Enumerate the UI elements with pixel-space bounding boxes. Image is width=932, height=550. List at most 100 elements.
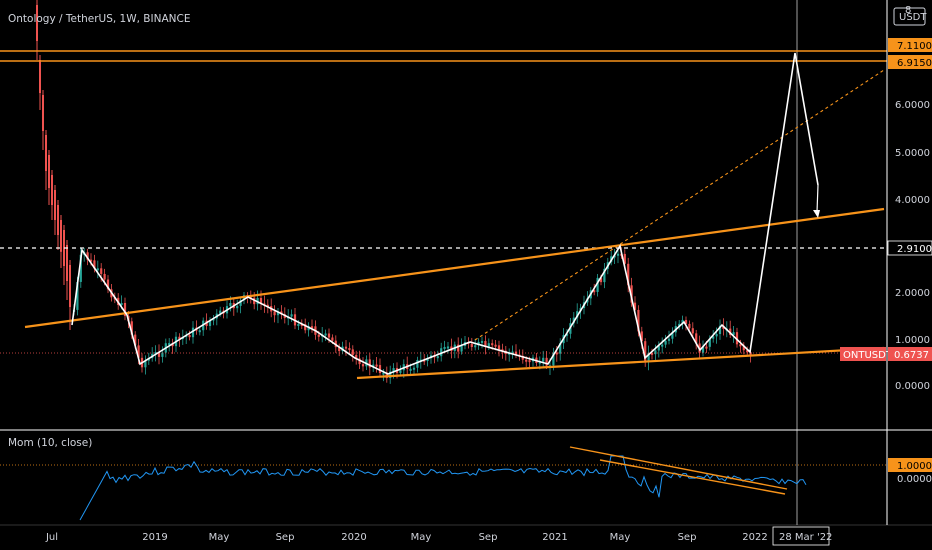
- candle-body: [565, 333, 569, 336]
- current-price-badge-bg: [888, 347, 932, 361]
- candle-body: [542, 357, 545, 362]
- upper-trendline: [24, 207, 885, 329]
- candle-body: [348, 348, 351, 351]
- candle-body: [123, 302, 127, 316]
- indicator-title: Mom (10, close): [8, 437, 92, 449]
- time-tick-label: Sep: [276, 532, 295, 543]
- candle-body: [57, 205, 59, 235]
- candle-body: [310, 326, 314, 329]
- candle-body: [460, 345, 463, 352]
- current-price-badge: 0.6737: [894, 350, 929, 361]
- candle-body: [440, 348, 443, 357]
- candle-body: [198, 330, 201, 333]
- candle-body: [178, 336, 181, 339]
- candle-body: [477, 341, 480, 346]
- candle-body: [749, 352, 752, 356]
- candle-body: [657, 345, 660, 351]
- candle-body: [480, 340, 484, 343]
- candle-body: [79, 254, 82, 282]
- candle-body: [208, 320, 212, 326]
- time-axis: Jul 2019 May Sep 2020 May Sep 2021 May Sep 2022: [45, 532, 768, 543]
- candle-body: [259, 298, 263, 304]
- candle-body: [644, 341, 647, 363]
- candle-body: [538, 361, 541, 364]
- candle-body: [300, 323, 303, 326]
- candle-body: [66, 245, 68, 281]
- badge-dashed: 2.9100: [897, 244, 932, 255]
- candle-body: [409, 368, 412, 371]
- time-tick-label: Sep: [479, 532, 498, 543]
- candle-body: [93, 260, 96, 269]
- badge-upper-1-bg: [888, 38, 932, 52]
- candle-body: [545, 357, 548, 366]
- cursor-date-badge: 28 Mar '22: [779, 532, 832, 543]
- time-tick-label: 2021: [542, 532, 567, 543]
- time-tick-label: 2019: [142, 532, 167, 543]
- candle-body: [559, 343, 562, 354]
- candle-body: [188, 335, 191, 338]
- candle-body: [593, 290, 596, 293]
- candle-body: [338, 347, 341, 352]
- candle-body: [637, 309, 640, 332]
- candle-body: [236, 305, 239, 309]
- candle-body: [191, 327, 195, 338]
- candle-body: [137, 345, 140, 358]
- candle-body: [718, 325, 722, 335]
- candle-body: [157, 352, 161, 357]
- candle-body: [708, 338, 711, 347]
- candle-body: [426, 358, 429, 362]
- candle-body: [331, 337, 334, 341]
- symbol-badge: ONTUSDT: [843, 350, 893, 361]
- candle-body: [48, 155, 50, 188]
- candle-body: [36, 5, 38, 41]
- candle-body: [661, 344, 664, 347]
- candle-body: [412, 367, 416, 370]
- momentum-level-badge-bg: [888, 458, 932, 472]
- time-tick-label: 2020: [341, 532, 366, 543]
- candle-body: [603, 268, 606, 283]
- candle-body: [678, 323, 681, 327]
- chart-title: Ontology / TetherUS, 1W, BINANCE: [8, 13, 190, 25]
- badge-upper-2: 6.9150: [897, 58, 932, 69]
- candle-body: [69, 265, 71, 307]
- candle-body: [525, 359, 528, 362]
- price-tick-label: 0.0000: [895, 381, 930, 392]
- candle-body: [705, 346, 708, 349]
- candle-body: [134, 334, 137, 346]
- candle-body: [576, 311, 579, 318]
- candle-body: [375, 364, 378, 367]
- candle-body: [746, 350, 749, 353]
- pattern-path: [71, 52, 819, 375]
- candle-body: [60, 220, 62, 252]
- price-tick-label: 2.0000: [895, 288, 930, 299]
- momentum-series: [79, 455, 807, 521]
- badge-dashed-bg: [887, 240, 932, 256]
- arrow-shaft: [816, 184, 819, 213]
- candle-body: [154, 352, 157, 355]
- price-axis: 6.0000 5.0000 4.0000 2.0000 1.0000 0.0000: [895, 100, 930, 392]
- candle-body: [630, 285, 633, 303]
- candle-body: [416, 359, 419, 368]
- candle-body: [688, 323, 691, 329]
- candle-body: [290, 314, 293, 317]
- arrow-head: [813, 210, 820, 218]
- momentum-trendline-lower: [599, 459, 786, 495]
- candle-body: [106, 279, 110, 290]
- candle-body: [51, 175, 53, 205]
- candle-body: [100, 268, 103, 274]
- candle-body: [732, 332, 735, 335]
- candle-body: [120, 302, 123, 306]
- lower-trendline: [356, 346, 885, 380]
- candle-body: [355, 354, 358, 359]
- candle-body: [229, 303, 232, 307]
- candle-body: [351, 349, 354, 355]
- symbol-badge-bg: [840, 347, 886, 361]
- price-tick-label: 5.0000: [895, 148, 930, 159]
- candle-body: [701, 346, 705, 353]
- momentum-level-badge: 1.0000: [897, 461, 932, 472]
- currency-button[interactable]: [893, 7, 926, 26]
- candle-body: [616, 253, 620, 256]
- candle-body: [443, 346, 446, 349]
- candle-body: [378, 365, 382, 374]
